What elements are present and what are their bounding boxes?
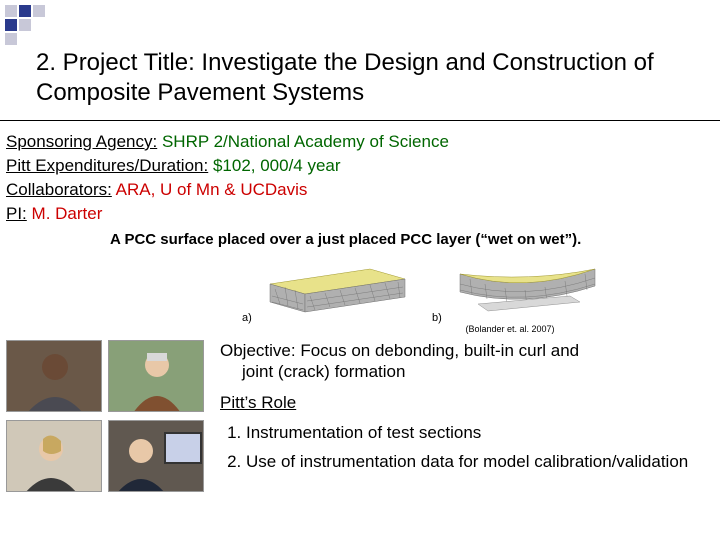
deco-sq [5,33,17,45]
photo-row [6,420,206,492]
figure-label-a: a) [242,312,252,324]
surface-note: A PCC surface placed over a just placed … [0,227,720,250]
objective-text-line2: joint (crack) formation [220,361,714,382]
photo-person-4 [108,420,204,492]
figure-citation: (Bolander et. al. 2007) [0,324,720,334]
figure-slab-a: a) [260,254,410,320]
meta-value: SHRP 2/National Academy of Science [162,132,449,151]
role-heading: Pitt’s Role [220,392,714,413]
meta-label: Collaborators: [6,180,112,199]
lower-grid: Objective: Focus on debonding, built-in … [0,340,720,492]
meta-expenditures: Pitt Expenditures/Duration: $102, 000/4 … [6,155,714,178]
deco-sq [19,5,31,17]
meta-value: M. Darter [32,204,103,223]
meta-pi: PI: M. Darter [6,203,714,226]
figure-slab-b: b) [450,254,600,320]
corner-decoration [5,5,45,45]
role-list: Instrumentation of test sections Use of … [220,422,714,473]
deco-sq [19,33,31,45]
meta-collaborators: Collaborators: ARA, U of Mn & UCDavis [6,179,714,202]
meta-value: $102, 000/4 year [213,156,341,175]
meta-value: ARA, U of Mn & UCDavis [116,180,308,199]
photo-person-1 [6,340,102,412]
photo-row [6,340,206,412]
meta-block: Sponsoring Agency: SHRP 2/National Acade… [0,131,720,226]
photo-person-2 [108,340,204,412]
role-item-1: Instrumentation of test sections [246,422,714,443]
photo-person-3 [6,420,102,492]
role-item-2: Use of instrumentation data for model ca… [246,451,714,472]
meta-label: Pitt Expenditures/Duration: [6,156,208,175]
figure-label-b: b) [432,312,442,324]
figure-row: a) b) [0,250,720,322]
photo-column [6,340,206,492]
deco-sq [19,19,31,31]
title-area: 2. Project Title: Investigate the Design… [0,0,720,121]
meta-sponsoring: Sponsoring Agency: SHRP 2/National Acade… [6,131,714,154]
deco-sq [33,5,45,17]
deco-sq [33,33,45,45]
objective-label: Objective: [220,341,296,360]
slide-title: 2. Project Title: Investigate the Design… [36,48,684,108]
deco-sq [5,19,17,31]
deco-sq [5,5,17,17]
deco-sq [33,19,45,31]
meta-label: Sponsoring Agency: [6,132,157,151]
meta-label: PI: [6,204,27,223]
objective-text-line1: Focus on debonding, built-in curl and [300,341,579,360]
objective: Objective: Focus on debonding, built-in … [220,340,714,383]
text-column: Objective: Focus on debonding, built-in … [220,340,714,492]
